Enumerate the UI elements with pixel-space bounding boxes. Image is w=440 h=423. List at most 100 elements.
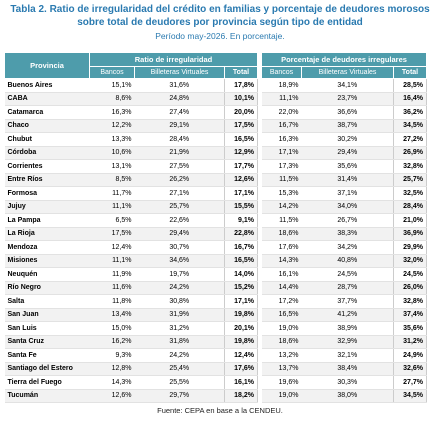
value-cell: 25,4%	[134, 362, 225, 376]
province-cell: Catamarca	[4, 105, 90, 120]
value-cell: 34,2%	[301, 240, 394, 255]
value-cell: 32,9%	[301, 335, 394, 349]
value-cell: 29,4%	[301, 146, 394, 160]
spacer	[257, 335, 262, 349]
table-row: Salta 11,8% 30,8% 17,1% 17,2% 37,7% 32,8%	[4, 294, 428, 309]
value-cell: 36,9%	[393, 227, 428, 241]
value-cell: 24,9%	[393, 348, 428, 363]
table-row: Tucumán 12,6% 29,7% 18,2% 19,0% 38,0% 34,5%	[4, 389, 428, 403]
value-cell: 17,8%	[223, 78, 259, 93]
table-row: La Pampa 6,5% 22,6% 9,1% 11,5% 26,7% 21,0%	[4, 213, 428, 228]
table-row: Río Negro 11,6% 24,2% 15,2% 14,4% 28,7% 26,0%	[4, 281, 428, 295]
table-row: Formosa 11,7% 27,1% 17,1% 15,3% 37,1% 32,5%	[4, 186, 428, 201]
table-row: Santa Cruz 16,2% 31,8% 19,8% 18,6% 32,9% 31,2%	[4, 335, 428, 349]
value-cell: 11,7%	[89, 186, 135, 201]
value-cell: 32,1%	[301, 348, 394, 363]
value-cell: 37,7%	[301, 294, 394, 309]
value-cell: 10,6%	[89, 146, 135, 160]
value-cell: 27,1%	[134, 186, 225, 201]
province-cell: Córdoba	[4, 146, 90, 160]
value-cell: 30,2%	[301, 132, 394, 147]
province-cell: Buenos Aires	[4, 78, 90, 93]
value-cell: 11,5%	[261, 173, 302, 187]
spacer	[257, 119, 262, 133]
value-cell: 15,1%	[89, 78, 135, 93]
table-row: Buenos Aires 15,1% 31,6% 17,8% 18,9% 34,1% 28,…	[4, 78, 428, 93]
value-cell: 14,0%	[223, 267, 259, 282]
spacer	[257, 146, 262, 160]
value-cell: 32,6%	[393, 362, 428, 376]
value-cell: 20,0%	[223, 105, 259, 120]
value-cell: 34,5%	[393, 119, 428, 133]
value-cell: 16,5%	[261, 308, 302, 322]
value-cell: 19,6%	[261, 375, 302, 390]
value-cell: 16,1%	[223, 375, 259, 390]
value-cell: 19,0%	[261, 389, 302, 403]
spacer	[257, 281, 262, 295]
value-cell: 15,0%	[89, 321, 135, 336]
value-cell: 16,1%	[261, 267, 302, 282]
table-row: Santiago del Estero 12,8% 25,4% 17,6% 13,7% 3…	[4, 362, 428, 376]
table-row: La Rioja 17,5% 29,4% 22,8% 18,6% 38,3% 36,9%	[4, 227, 428, 241]
value-cell: 31,8%	[134, 335, 225, 349]
table-row: Santa Fe 9,3% 24,2% 12,4% 13,2% 32,1% 24,9%	[4, 348, 428, 363]
value-cell: 24,5%	[393, 267, 428, 282]
value-cell: 31,6%	[134, 78, 225, 93]
province-cell: Tierra del Fuego	[4, 375, 90, 390]
value-cell: 16,5%	[223, 132, 259, 147]
value-cell: 24,5%	[301, 267, 394, 282]
value-cell: 16,7%	[261, 119, 302, 133]
spacer	[257, 132, 262, 146]
value-cell: 21,9%	[134, 146, 225, 160]
value-cell: 14,3%	[261, 254, 302, 268]
table-row: Corrientes 13,1% 27,5% 17,7% 17,3% 35,6% 32,8%	[4, 159, 428, 174]
value-cell: 16,2%	[89, 335, 135, 349]
column-header: Billeteras Virtuales	[301, 66, 395, 79]
value-cell: 11,1%	[89, 254, 135, 268]
value-cell: 30,8%	[134, 294, 225, 309]
value-cell: 12,6%	[89, 389, 135, 403]
value-cell: 17,1%	[223, 186, 259, 201]
table-row: Chubut 13,3% 28,4% 16,5% 16,3% 30,2% 27,2%	[4, 132, 428, 147]
spacer	[257, 321, 262, 335]
province-header: Provincia	[4, 52, 90, 79]
value-cell: 17,5%	[89, 227, 135, 241]
spacer	[257, 173, 262, 187]
value-cell: 36,2%	[393, 105, 428, 120]
value-cell: 32,8%	[393, 294, 428, 309]
column-header: Billeteras Virtuales	[134, 66, 225, 79]
value-cell: 17,6%	[223, 362, 259, 376]
spacer	[257, 213, 262, 227]
value-cell: 26,0%	[393, 281, 428, 295]
value-cell: 16,3%	[261, 132, 302, 147]
spacer	[257, 308, 262, 322]
spacer	[257, 389, 262, 403]
value-cell: 24,8%	[134, 92, 225, 106]
table-row: San Luis 15,0% 31,2% 20,1% 19,0% 38,9% 35,6%	[4, 321, 428, 336]
province-cell: Entre Ríos	[4, 173, 90, 187]
province-cell: Chubut	[4, 132, 90, 147]
value-cell: 34,6%	[134, 254, 225, 268]
value-cell: 11,5%	[261, 213, 302, 228]
table-row: CABA 8,6% 24,8% 10,1% 11,1% 23,7% 16,4%	[4, 92, 428, 106]
spacer	[257, 294, 262, 308]
value-cell: 36,6%	[301, 105, 394, 120]
value-cell: 13,3%	[89, 132, 135, 147]
value-cell: 37,4%	[393, 308, 428, 322]
source-note: Fuente: CEPA en base a la CENDEU.	[157, 406, 283, 415]
province-cell: CABA	[4, 92, 90, 106]
value-cell: 41,2%	[301, 308, 394, 322]
value-cell: 11,8%	[89, 294, 135, 309]
value-cell: 29,4%	[134, 227, 225, 241]
spacer	[257, 78, 262, 92]
value-cell: 27,2%	[393, 132, 428, 147]
value-cell: 18,2%	[223, 389, 259, 403]
value-cell: 26,9%	[393, 146, 428, 160]
column-header: Bancos	[89, 66, 135, 79]
value-cell: 17,3%	[261, 159, 302, 174]
value-cell: 11,1%	[89, 200, 135, 214]
value-cell: 34,5%	[393, 389, 428, 403]
value-cell: 22,0%	[261, 105, 302, 120]
value-cell: 14,2%	[261, 200, 302, 214]
